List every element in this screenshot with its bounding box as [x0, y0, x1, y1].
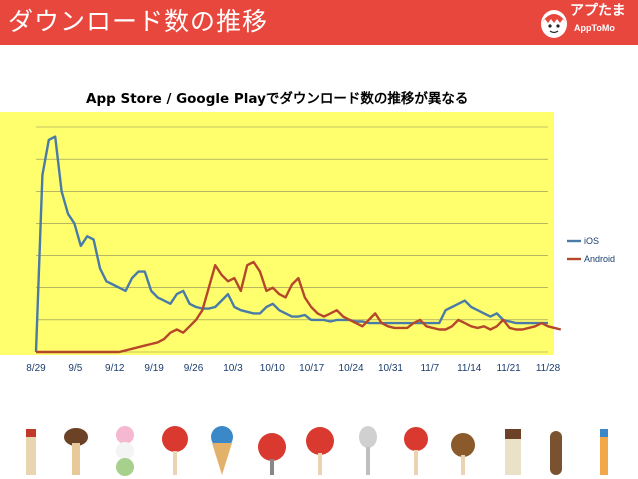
dango-character-icon [116, 426, 134, 476]
x-tick-label: 10/10 [260, 363, 285, 374]
x-tick-label: 11/7 [420, 363, 439, 374]
tomato-character-icon [258, 433, 286, 475]
egg-mascot-icon [541, 10, 567, 38]
x-tick-label: 8/29 [26, 363, 46, 374]
x-tick-label: 9/26 [184, 363, 204, 374]
legend-label-android: Android [584, 254, 615, 264]
series-line-android [36, 260, 562, 354]
logo-subtext: AppToMo [574, 23, 615, 33]
page-title: ダウンロード数の推移 [8, 7, 269, 36]
series-line-ios [34, 135, 548, 353]
plot-area [0, 112, 554, 355]
candy-apple-character-icon [404, 427, 428, 475]
download-trend-chart: 8/29 9/5 9/12 9/19 9/26 10/3 10/10 10/17 10/24 10… [0, 112, 615, 374]
lollipop-character-icon [162, 426, 188, 475]
mushroom-character-icon [64, 428, 88, 475]
x-tick-label: 11/21 [496, 363, 521, 374]
x-tick-label: 11/14 [457, 363, 482, 374]
toothbrush-character-icon [600, 429, 608, 475]
ice-cream-character-icon [211, 426, 233, 475]
x-tick-label: 10/31 [378, 363, 403, 374]
x-tick-label: 9/5 [68, 363, 82, 374]
spoon-character-icon [359, 426, 377, 475]
logo: アプたま AppToMo [538, 2, 630, 42]
pencil-character-icon [26, 429, 36, 475]
apple-character-icon [306, 427, 334, 475]
takoyaki-character-icon [451, 433, 475, 475]
x-tick-label: 10/3 [223, 363, 243, 374]
legend-label-ios: iOS [584, 236, 599, 246]
logo-text: アプたま [570, 3, 626, 19]
x-tick-label: 9/12 [105, 363, 125, 374]
x-tick-label: 9/19 [144, 363, 164, 374]
x-tick-label: 10/17 [299, 363, 324, 374]
header-bar: ダウンロード数の推移 アプたま AppToMo [0, 0, 638, 45]
x-tick-label: 11/28 [536, 363, 561, 374]
x-tick-label: 10/24 [339, 363, 364, 374]
decorative-characters [26, 426, 608, 476]
chocolate-bar-character-icon [505, 429, 521, 475]
chart-title: App Store / Google Playでダウンロード数の推移が異なる [86, 91, 469, 107]
sausage-character-icon [550, 431, 562, 475]
